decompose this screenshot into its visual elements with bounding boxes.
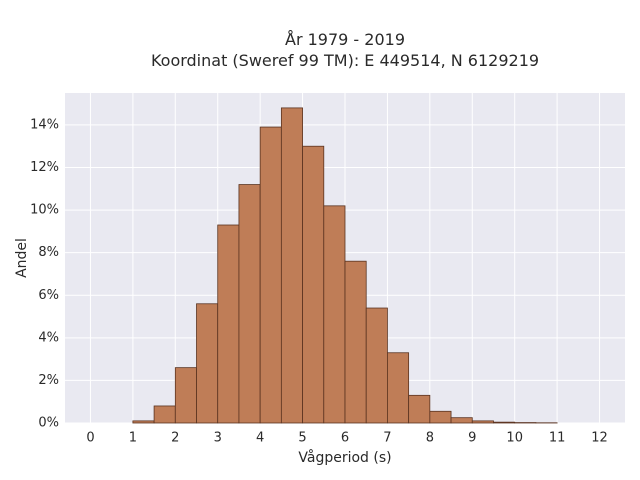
histogram-bar	[217, 224, 240, 424]
y-tick-label: 2%	[38, 373, 59, 388]
x-axis-ticks: 0 1 2 3 4 5 6 7 8 9 10 11 12	[86, 431, 608, 446]
x-tick-label: 11	[549, 431, 566, 446]
histogram-bar	[280, 107, 303, 424]
x-tick-label: 6	[341, 431, 349, 446]
x-tick-label: 0	[86, 431, 94, 446]
histogram-bar	[493, 421, 516, 424]
histogram-bar	[238, 184, 261, 424]
y-tick-label: 12%	[30, 160, 59, 175]
histogram-bar	[323, 205, 346, 424]
bars	[132, 107, 558, 424]
histogram-bar	[344, 260, 367, 424]
y-tick-label: 0%	[38, 416, 59, 431]
histogram-bar	[365, 307, 388, 424]
x-tick-label: 12	[591, 431, 608, 446]
y-tick-label: 6%	[38, 288, 59, 303]
x-tick-label: 7	[383, 431, 391, 446]
histogram-bar	[408, 394, 431, 424]
chart-title: År 1979 - 2019	[285, 30, 405, 49]
x-tick-label: 4	[256, 431, 264, 446]
chart-subtitle: Koordinat (Sweref 99 TM): E 449514, N 61…	[151, 51, 539, 70]
histogram-bar	[302, 145, 325, 424]
y-axis-ticks: 0% 2% 4% 6% 8% 10% 12% 14%	[30, 117, 59, 430]
histogram-bar	[259, 126, 282, 424]
y-axis-label: Andel	[14, 238, 30, 278]
x-tick-label: 5	[298, 431, 306, 446]
x-tick-label: 8	[426, 431, 434, 446]
x-tick-label: 9	[468, 431, 476, 446]
histogram-bar	[174, 367, 197, 424]
histogram-bar	[196, 303, 219, 424]
y-tick-label: 8%	[38, 245, 59, 260]
histogram-bar	[471, 420, 494, 424]
x-tick-label: 1	[129, 431, 137, 446]
x-axis-label: Vågperiod (s)	[298, 449, 391, 466]
y-tick-label: 4%	[38, 330, 59, 345]
y-tick-label: 10%	[30, 203, 59, 218]
histogram-bar	[450, 417, 473, 424]
y-tick-label: 14%	[30, 117, 59, 132]
histogram-bar	[132, 420, 155, 424]
x-tick-label: 2	[171, 431, 179, 446]
histogram-bar	[153, 405, 176, 424]
histogram-bar	[387, 352, 410, 424]
x-tick-label: 10	[506, 431, 523, 446]
x-tick-label: 3	[214, 431, 222, 446]
histogram-bar	[429, 410, 452, 424]
